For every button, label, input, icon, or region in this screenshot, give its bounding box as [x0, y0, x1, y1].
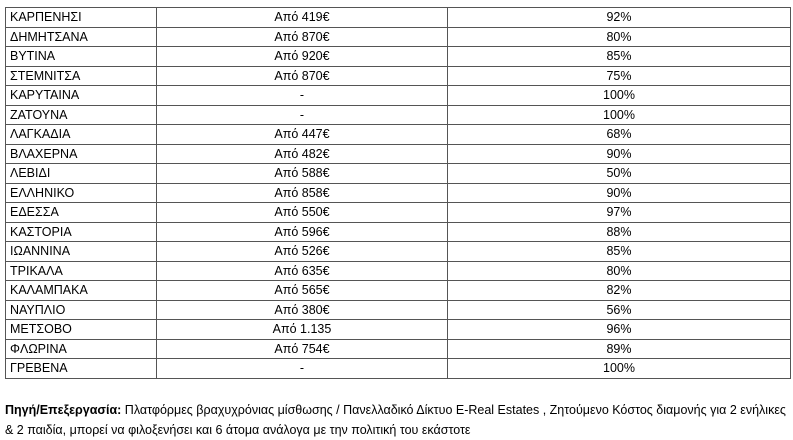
occupancy-cell: 100% — [447, 104, 791, 125]
town-cell: ΕΔΕΣΣΑ — [5, 202, 157, 223]
price-cell: Από 380€ — [156, 299, 448, 320]
price-cell: Από 858€ — [156, 182, 448, 203]
occupancy-cell: 89% — [447, 338, 791, 359]
table-row: ΛΕΒΙΔΙ Από 588€ 50% — [5, 163, 791, 184]
table-row: ΒΥΤΙΝΑ Από 920€ 85% — [5, 46, 791, 67]
town-cell: ΙΩΑΝΝΙΝΑ — [5, 241, 157, 262]
price-cell: Από 526€ — [156, 241, 448, 262]
table-row: ΛΑΓΚΑΔΙΑ Από 447€ 68% — [5, 124, 791, 145]
price-cell: Από 588€ — [156, 163, 448, 184]
table-row: ΦΛΩΡΙΝΑ Από 754€ 89% — [5, 338, 791, 359]
price-cell: Από 596€ — [156, 221, 448, 242]
town-cell: ΛΕΒΙΔΙ — [5, 163, 157, 184]
table-row: ΝΑΥΠΛΙΟ Από 380€ 56% — [5, 299, 791, 320]
occupancy-cell: 90% — [447, 182, 791, 203]
table-row: ΚΑΛΑΜΠΑΚΑ Από 565€ 82% — [5, 280, 791, 301]
occupancy-cell: 50% — [447, 163, 791, 184]
occupancy-cell: 75% — [447, 65, 791, 86]
price-cell: Από 870€ — [156, 26, 448, 47]
source-note: Πηγή/Επεξεργασία: Πλατφόρμες βραχυχρόνια… — [5, 400, 790, 440]
occupancy-cell: 56% — [447, 299, 791, 320]
table-row: ΔΗΜΗΤΣΑΝΑ Από 870€ 80% — [5, 26, 791, 47]
occupancy-cell: 88% — [447, 221, 791, 242]
town-cell: ΚΑΡΠΕΝΗΣΙ — [5, 7, 157, 28]
price-cell: - — [156, 85, 448, 106]
town-cell: ΜΕΤΣΟΒΟ — [5, 319, 157, 340]
table-row: ΒΛΑΧΕΡΝΑ Από 482€ 90% — [5, 143, 791, 164]
price-cell: - — [156, 104, 448, 125]
source-label: Πηγή/Επεξεργασία: — [5, 403, 122, 417]
occupancy-cell: 96% — [447, 319, 791, 340]
table-row: ΕΔΕΣΣΑ Από 550€ 97% — [5, 202, 791, 223]
town-cell: ΤΡΙΚΑΛΑ — [5, 260, 157, 281]
price-cell: Από 419€ — [156, 7, 448, 28]
occupancy-cell: 85% — [447, 241, 791, 262]
occupancy-cell: 85% — [447, 46, 791, 67]
occupancy-cell: 80% — [447, 26, 791, 47]
price-cell: Από 920€ — [156, 46, 448, 67]
table-row: ΙΩΑΝΝΙΝΑ Από 526€ 85% — [5, 241, 791, 262]
occupancy-cell: 92% — [447, 7, 791, 28]
price-cell: - — [156, 358, 448, 379]
town-cell: ΛΑΓΚΑΔΙΑ — [5, 124, 157, 145]
price-cell: Από 870€ — [156, 65, 448, 86]
town-cell: ΦΛΩΡΙΝΑ — [5, 338, 157, 359]
table-row: ΖΑΤΟΥΝΑ -100% — [5, 104, 791, 125]
price-cell: Από 550€ — [156, 202, 448, 223]
table-row: ΤΡΙΚΑΛΑ Από 635€ 80% — [5, 260, 791, 281]
table-row: ΚΑΡΠΕΝΗΣΙ Από 419€ 92% — [5, 7, 791, 28]
table-row: ΚΑΣΤΟΡΙΑ Από 596€ 88% — [5, 221, 791, 242]
occupancy-cell: 97% — [447, 202, 791, 223]
price-cell: Από 447€ — [156, 124, 448, 145]
occupancy-cell: 90% — [447, 143, 791, 164]
town-cell: ΝΑΥΠΛΙΟ — [5, 299, 157, 320]
price-cell: Από 1.135 — [156, 319, 448, 340]
table-row: ΓΡΕΒΕΝΑ -100% — [5, 358, 791, 379]
price-cell: Από 635€ — [156, 260, 448, 281]
town-cell: ΚΑΣΤΟΡΙΑ — [5, 221, 157, 242]
town-cell: ΖΑΤΟΥΝΑ — [5, 104, 157, 125]
price-cell: Από 565€ — [156, 280, 448, 301]
occupancy-cell: 100% — [447, 85, 791, 106]
town-cell: ΚΑΡΥΤΑΙΝΑ — [5, 85, 157, 106]
town-cell: ΒΥΤΙΝΑ — [5, 46, 157, 67]
occupancy-cell: 100% — [447, 358, 791, 379]
occupancy-cell: 82% — [447, 280, 791, 301]
town-cell: ΕΛΛΗΝΙΚΟ — [5, 182, 157, 203]
town-cell: ΚΑΛΑΜΠΑΚΑ — [5, 280, 157, 301]
price-cell: Από 754€ — [156, 338, 448, 359]
town-cell: ΓΡΕΒΕΝΑ — [5, 358, 157, 379]
source-text: Πλατφόρμες βραχυχρόνιας μίσθωσης / Πανελ… — [5, 403, 786, 437]
price-cell: Από 482€ — [156, 143, 448, 164]
town-cell: ΣΤΕΜΝΙΤΣΑ — [5, 65, 157, 86]
occupancy-cell: 80% — [447, 260, 791, 281]
town-cell: ΔΗΜΗΤΣΑΝΑ — [5, 26, 157, 47]
table-row: ΚΑΡΥΤΑΙΝΑ -100% — [5, 85, 791, 106]
table-row: ΜΕΤΣΟΒΟ Από 1.135 96% — [5, 319, 791, 340]
table-row: ΣΤΕΜΝΙΤΣΑ Από 870€ 75% — [5, 65, 791, 86]
price-occupancy-table: ΚΑΡΠΕΝΗΣΙ Από 419€ 92% ΔΗΜΗΤΣΑΝΑ Από 870€ 80%… — [5, 7, 791, 379]
town-cell: ΒΛΑΧΕΡΝΑ — [5, 143, 157, 164]
table-row: ΕΛΛΗΝΙΚΟ Από 858€ 90% — [5, 182, 791, 203]
occupancy-cell: 68% — [447, 124, 791, 145]
